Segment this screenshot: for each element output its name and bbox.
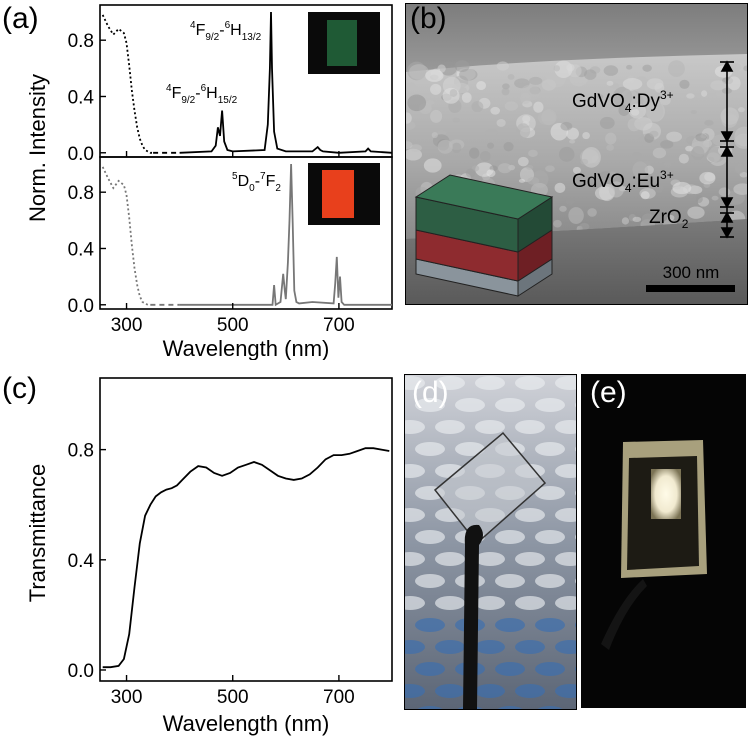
panel-label-c: (c)	[2, 372, 37, 405]
panel-label-d: (d)	[412, 376, 449, 409]
panel-label-e: (e)	[590, 376, 627, 409]
ticks-c: 300 500 700 0.0 0.4 0.8	[68, 441, 355, 708]
panel-d-photo	[404, 374, 577, 710]
ticks-a-bottom: 300 500 700 0.0 0.4 0.8	[68, 183, 355, 336]
glass-slide	[433, 431, 547, 545]
y-tick-label: 0.4	[68, 87, 95, 108]
xlabel-a: Wavelength (nm)	[163, 336, 330, 360]
y-tick-label: 0.0	[68, 661, 94, 682]
x-tick-label: 500	[217, 687, 249, 708]
series-line-solid	[102, 447, 390, 669]
y-tick-label: 0.8	[68, 183, 94, 204]
ylabel-a: Norm. Intensity	[25, 74, 50, 222]
x-tick-label: 500	[217, 315, 249, 336]
tweezer-silhouette	[601, 579, 647, 650]
scale-bar	[646, 285, 735, 292]
panel-e-photo	[581, 374, 746, 708]
y-tick-label: 0.0	[68, 144, 94, 165]
x-tick-label: 300	[111, 687, 143, 708]
panel-a-chart: Norm. Intensity 0.00.40.8 300 500 7000.00.…	[25, 4, 393, 360]
annotation-peak-5d0-7f2: 5D0-7F2	[232, 171, 281, 194]
tweezer	[463, 524, 483, 709]
glowing-spot	[651, 469, 681, 519]
ylabel-c: Transmittance	[25, 464, 50, 603]
y-tick-label: 0.4	[68, 239, 95, 260]
series-line-solid	[179, 163, 392, 307]
x-tick-label: 700	[323, 687, 355, 708]
panel-c-chart: Transmittance 300 500 700 0.0 0.4 0.8 Wavelen…	[25, 377, 393, 736]
annotation-peak-15-2: 4F9/2-6H15/2	[166, 83, 238, 106]
plot-a-top	[101, 11, 393, 154]
y-tick-label: 0.8	[68, 31, 94, 52]
layer-label-dy: GdVO4:Dy3+	[572, 88, 674, 115]
x-tick-label: 300	[111, 315, 143, 336]
xlabel-c: Wavelength (nm)	[163, 711, 330, 736]
series-line-solid	[179, 11, 393, 154]
panel-label-a: (a)	[2, 2, 39, 35]
scale-bar-label: 300 nm	[663, 263, 720, 282]
inset-top-glow	[327, 20, 357, 66]
panel-label-b: (b)	[410, 2, 447, 35]
panel-b-sem-image: GdVO4:Dy3+ GdVO4:Eu3+ ZrO2 300 nm	[405, 3, 748, 305]
plot-c	[102, 447, 390, 669]
y-tick-label: 0.4	[68, 551, 95, 572]
y-tick-label: 0.0	[68, 296, 94, 317]
frame-a-bottom	[99, 156, 393, 310]
ticks-a-top: 0.0 0.4 0.8	[68, 31, 340, 165]
layer-label-eu: GdVO4:Eu3+	[572, 168, 674, 195]
thickness-markers	[720, 60, 734, 239]
series-line-dotted	[101, 166, 151, 306]
series-line-dotted	[101, 14, 154, 154]
layer-label-zr: ZrO2	[649, 207, 689, 231]
inset-bottom-glow	[322, 170, 354, 218]
layer-stack-illustration	[414, 174, 554, 297]
x-tick-label: 700	[323, 315, 355, 336]
y-tick-label: 0.8	[68, 441, 94, 462]
plot-a-bottom	[101, 163, 392, 307]
annotation-peak-13-2: 4F9/2-6H13/2	[190, 20, 262, 43]
frame-c	[99, 377, 393, 682]
stack-dy-top	[414, 174, 554, 220]
